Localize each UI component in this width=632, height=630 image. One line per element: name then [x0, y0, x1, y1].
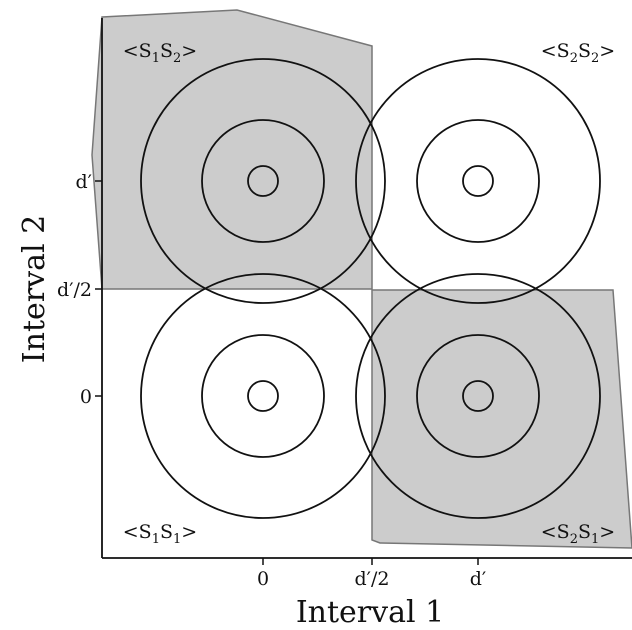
contour-middle: [202, 335, 324, 457]
y-axis-title: Interval 2: [17, 215, 52, 363]
shaded-region-s2s1: [372, 290, 632, 548]
contour-outer: [141, 274, 385, 518]
y-tick-label-d: d′: [76, 171, 92, 193]
x-tick-label-d: d′: [470, 568, 486, 590]
contour-s2s2: [356, 59, 600, 303]
contour-s1s1: [141, 274, 385, 518]
x-axis-title: Interval 1: [296, 595, 444, 630]
contour-outer: [356, 59, 600, 303]
contour-inner: [463, 166, 493, 196]
contour-middle: [417, 120, 539, 242]
region-label-s1s1: <S1S1>: [123, 521, 197, 547]
x-tick-label-half: d′/2: [355, 568, 390, 590]
region-label-s2s2: <S2S2>: [541, 40, 615, 66]
contour-inner: [248, 381, 278, 411]
y-tick-label-0: 0: [80, 386, 92, 408]
y-tick-label-half: d′/2: [57, 279, 92, 301]
x-tick-label-0: 0: [257, 568, 269, 590]
